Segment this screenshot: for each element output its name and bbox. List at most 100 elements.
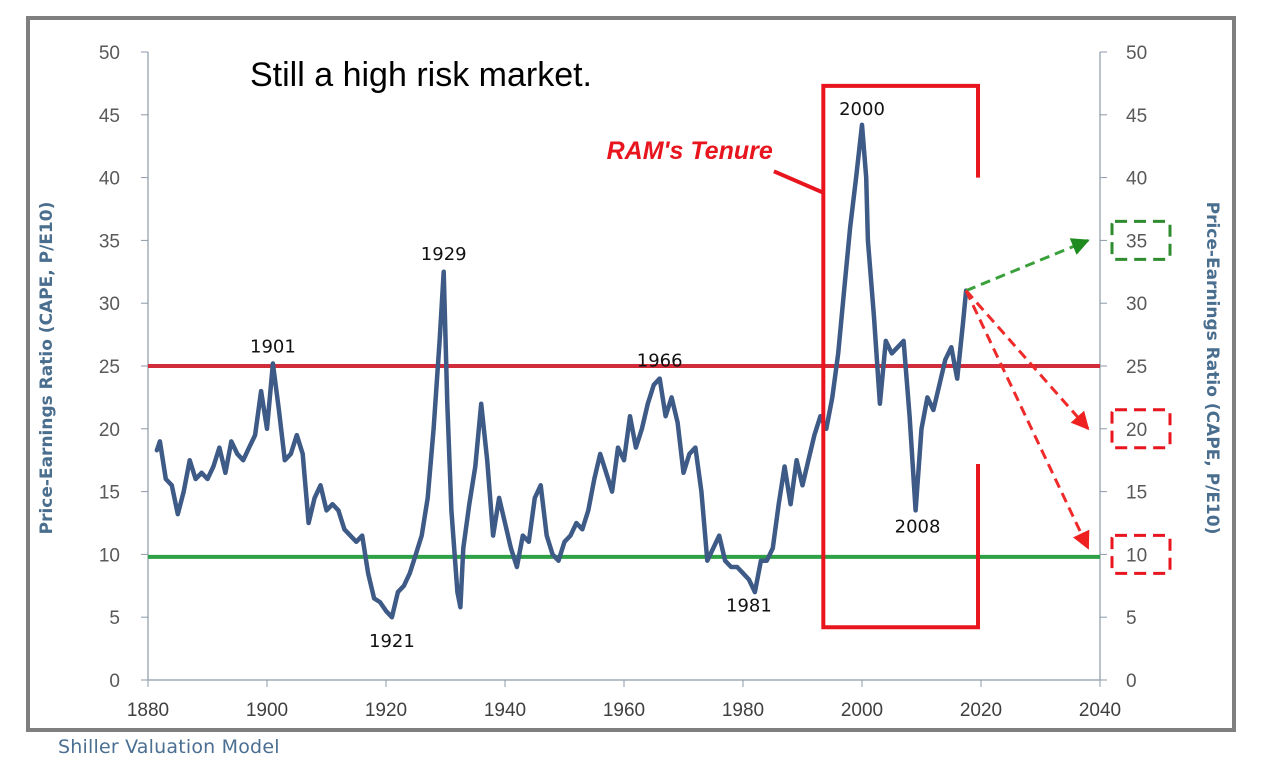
cape-data-point (806, 458, 811, 462)
cape-data-point (693, 446, 698, 450)
cape-data-point (919, 427, 924, 431)
cape-data-point (604, 471, 608, 475)
y-tick-label-right: 20 (1126, 420, 1147, 441)
tenure-bracket (821, 83, 981, 630)
projection-box-20 (1110, 408, 1172, 450)
cape-data-point (598, 452, 602, 456)
cape-data-point (324, 508, 329, 512)
y-tick-label-right: 45 (1126, 106, 1147, 127)
cape-data-point (545, 534, 549, 538)
y-axis-label-left: Price-Earnings Ratio (CAPE, P/E10) (37, 202, 57, 535)
cape-data-point (705, 559, 709, 563)
cape-data-point (931, 408, 936, 412)
cape-data-point (449, 508, 453, 512)
cape-data-point (759, 559, 763, 563)
cape-data-point (307, 521, 311, 525)
cape-data-point (426, 496, 430, 500)
cape-data-point (818, 414, 823, 418)
cape-data-point (664, 414, 668, 418)
y-tick-label-left: 20 (99, 420, 120, 441)
cape-data-point (741, 571, 745, 575)
annotation-2000: 2000 (839, 99, 885, 120)
x-tick-label: 1880 (127, 700, 169, 721)
cape-data-point (414, 552, 418, 557)
cape-data-point (313, 496, 317, 500)
cape-data-point (783, 464, 787, 469)
cape-data-point (568, 534, 573, 538)
cape-data-point (235, 452, 239, 456)
y-tick-label-right: 30 (1126, 294, 1147, 315)
cape-data-point (458, 605, 462, 609)
cape-data-point (842, 289, 846, 293)
cape-data-point (420, 534, 424, 538)
cape-data-point (729, 565, 733, 569)
y-tick-label-right: 10 (1126, 545, 1147, 566)
cape-data-point (652, 383, 656, 387)
cape-data-point (562, 540, 567, 544)
cape-data-point (580, 527, 584, 531)
cape-data-point (194, 477, 198, 481)
x-tick-label: 2040 (1079, 700, 1121, 721)
cape-data-point (765, 559, 769, 563)
cape-data-point (628, 414, 632, 418)
cape-data-point (699, 490, 704, 494)
cape-data-point (336, 508, 340, 512)
cape-data-point (396, 590, 400, 594)
x-tick-label: 1980 (722, 700, 764, 721)
cape-data-point (442, 270, 446, 274)
projection-box-35 (1110, 219, 1172, 261)
cape-data-point (860, 123, 864, 127)
y-tick-label-right: 25 (1126, 357, 1147, 378)
y-axis-label-right: Price-Earnings Ratio (CAPE, P/E10) (1202, 202, 1222, 535)
cape-series-line (154, 122, 969, 620)
y-tick-label-left: 50 (99, 43, 120, 64)
cape-data-point (884, 339, 888, 343)
cape-data-point (438, 339, 442, 343)
cape-data-point (170, 483, 174, 487)
cape-data-point (955, 377, 959, 381)
projection-arrow-20 (965, 289, 1090, 431)
cape-data-point (937, 383, 942, 387)
cape-data-point (491, 534, 495, 538)
cape-data-point (408, 571, 412, 575)
cape-data-point (943, 358, 947, 362)
y-tick-label-right: 40 (1126, 169, 1147, 190)
cape-data-point (289, 452, 293, 456)
cape-data-point (253, 433, 257, 437)
y-tick-label-right: 0 (1126, 671, 1137, 692)
cape-data-point (360, 534, 364, 538)
y-tick-label-left: 15 (99, 483, 120, 504)
x-tick-label: 1960 (603, 700, 645, 721)
y-tick-label-right: 35 (1126, 231, 1147, 252)
cape-data-point (384, 609, 388, 613)
cape-data-point (789, 502, 793, 506)
cape-data-point (866, 238, 870, 242)
cape-data-point (330, 502, 335, 506)
cape-data-point (864, 176, 868, 180)
cape-data-point (390, 615, 394, 619)
cape-data-point (354, 540, 358, 544)
cape-data-point (200, 471, 204, 475)
cape-data-point (777, 502, 781, 506)
cape-data-point (402, 584, 406, 588)
cape-data-point (283, 458, 287, 462)
cape-data-point (461, 546, 465, 550)
cape-data-point (247, 446, 251, 450)
cape-data-point (646, 402, 650, 406)
cape-data-point (164, 477, 168, 481)
y-tick-label-left: 0 (109, 671, 120, 692)
y-tick-label-left: 45 (99, 106, 120, 127)
cape-data-point (830, 395, 834, 399)
cape-data-point (503, 521, 507, 525)
cape-data-point (188, 458, 192, 462)
cape-data-point (961, 320, 965, 324)
annotation-2008: 2008 (895, 516, 941, 537)
annotation-1921: 1921 (369, 631, 415, 652)
cape-data-point (515, 565, 519, 569)
y-tick-label-right: 15 (1126, 483, 1147, 504)
cape-data-point (182, 490, 186, 494)
y-tick-label-left: 25 (99, 357, 120, 378)
cape-data-point (836, 351, 840, 355)
y-tick-label-right: 5 (1126, 608, 1137, 629)
y-tick-label-left: 5 (109, 608, 120, 629)
